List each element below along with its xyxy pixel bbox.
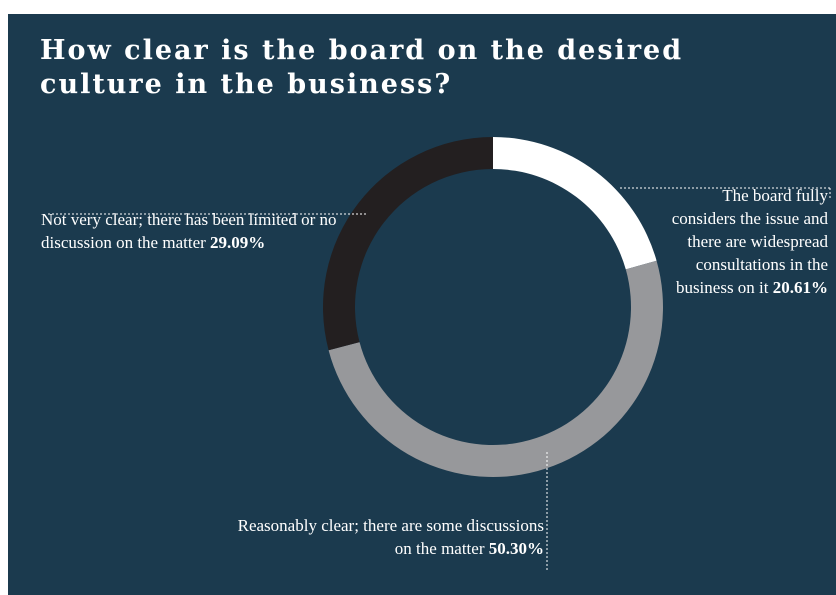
chart-title: How clear is the board on the desired cu…: [40, 35, 684, 100]
donut-slice-not-very-clear: [323, 137, 493, 351]
donut-slice-reasonably-clear: [328, 260, 663, 477]
slice-label-fully-considers-text: The board fully considers the issue and …: [671, 186, 828, 297]
slice-label-fully-considers: The board fully considers the issue and …: [668, 184, 828, 299]
slice-label-not-very-clear: Not very clear; there has been limited o…: [41, 208, 341, 254]
slice-value-not-very-clear: 29.09%: [210, 233, 266, 252]
slice-value-fully-considers: 20.61%: [772, 278, 828, 297]
slice-label-not-very-clear-text: Not very clear; there has been limited o…: [41, 210, 337, 252]
donut-slice-fully-considers: [493, 137, 657, 270]
leader-lines: [48, 187, 831, 572]
chart-panel: [8, 14, 836, 595]
slice-label-reasonably-clear-text: Reasonably clear; there are some discuss…: [237, 516, 544, 558]
donut-slices: [323, 137, 663, 477]
slice-value-reasonably-clear: 50.30%: [488, 539, 544, 558]
slice-label-reasonably-clear: Reasonably clear; there are some discuss…: [224, 514, 544, 560]
